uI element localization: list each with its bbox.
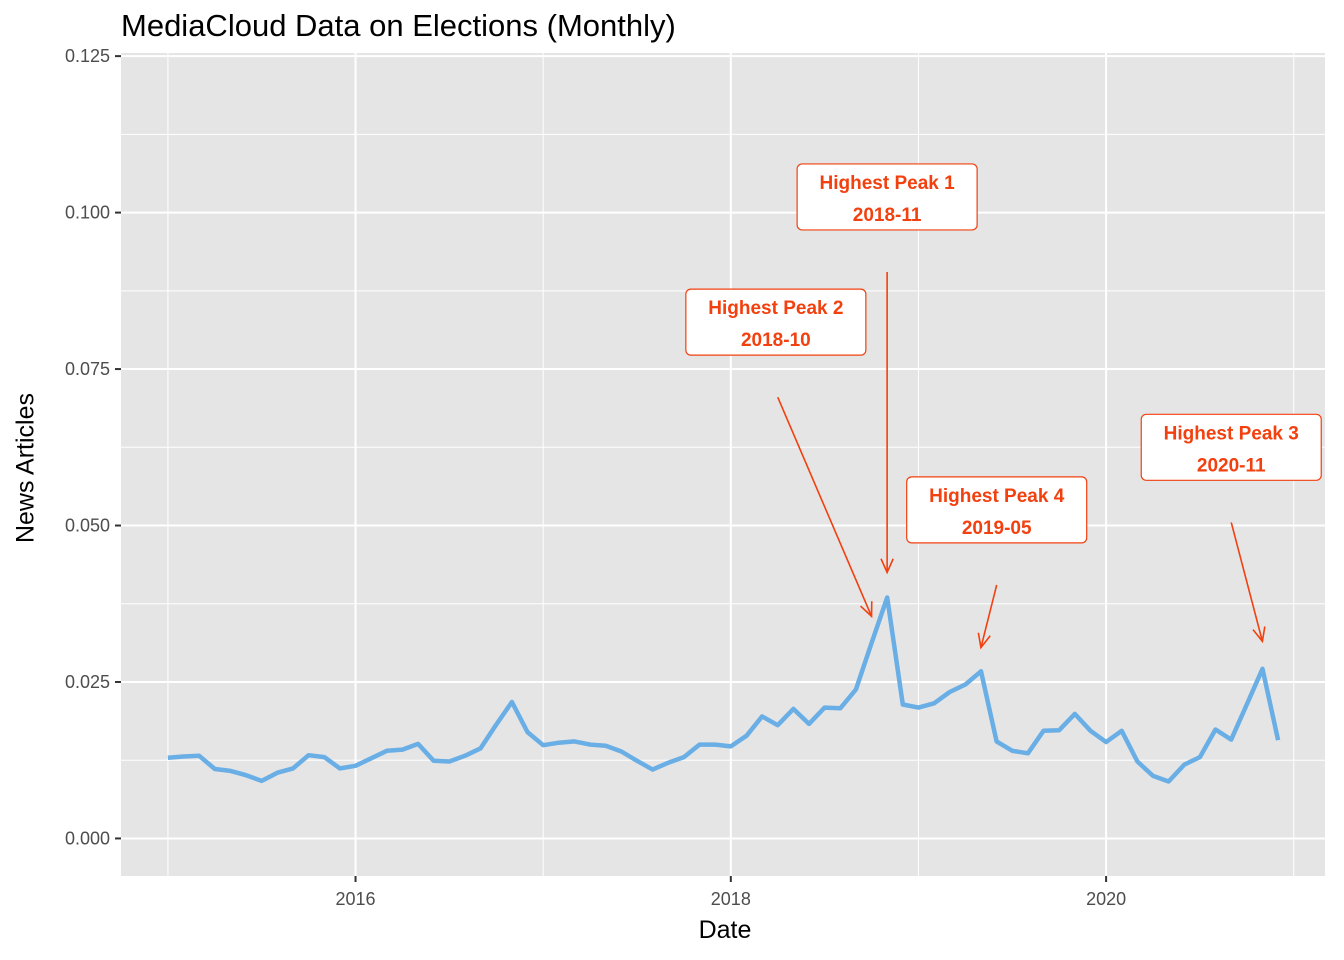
data-point bbox=[244, 773, 248, 777]
annotation-label-date: 2018-11 bbox=[853, 205, 922, 226]
data-point bbox=[369, 756, 373, 760]
data-point bbox=[697, 742, 701, 746]
data-point bbox=[1151, 774, 1155, 778]
data-point bbox=[181, 754, 185, 758]
data-point bbox=[948, 690, 952, 694]
annotation-label-title: Highest Peak 2 bbox=[708, 298, 843, 319]
data-point bbox=[1057, 728, 1061, 732]
data-point bbox=[525, 730, 529, 734]
data-point bbox=[1073, 712, 1077, 716]
annotation-label-title: Highest Peak 1 bbox=[820, 173, 956, 194]
data-point bbox=[1026, 751, 1030, 755]
data-point bbox=[494, 722, 498, 726]
data-point bbox=[744, 734, 748, 738]
data-point bbox=[478, 746, 482, 750]
data-point bbox=[854, 687, 858, 691]
data-point bbox=[916, 705, 920, 709]
data-point bbox=[1041, 729, 1045, 733]
data-point bbox=[1260, 667, 1264, 671]
data-point bbox=[807, 722, 811, 726]
annotation-label-date: 2018-10 bbox=[741, 330, 811, 351]
x-tick-label: 2018 bbox=[711, 889, 751, 909]
data-point bbox=[400, 747, 404, 751]
annotation-label-date: 2020-11 bbox=[1197, 455, 1266, 476]
data-point bbox=[869, 641, 873, 645]
data-point bbox=[291, 766, 295, 770]
data-point bbox=[463, 754, 467, 758]
data-point bbox=[1229, 737, 1233, 741]
data-point bbox=[572, 739, 576, 743]
annotation-label-title: Highest Peak 3 bbox=[1164, 423, 1299, 444]
data-point bbox=[322, 755, 326, 759]
data-point bbox=[776, 723, 780, 727]
data-point bbox=[994, 739, 998, 743]
data-point bbox=[932, 701, 936, 705]
data-point bbox=[713, 742, 717, 746]
data-point bbox=[416, 742, 420, 746]
data-point bbox=[619, 749, 623, 753]
data-point bbox=[1088, 729, 1092, 733]
data-point bbox=[432, 759, 436, 763]
data-point bbox=[541, 743, 545, 747]
data-point bbox=[885, 595, 889, 599]
annotation-label-date: 2019-05 bbox=[962, 518, 1032, 539]
data-point bbox=[666, 761, 670, 765]
data-point bbox=[1135, 759, 1139, 763]
data-point bbox=[729, 744, 733, 748]
y-tick-label: 0.025 bbox=[65, 672, 110, 692]
data-point bbox=[1182, 762, 1186, 766]
data-point bbox=[1245, 702, 1249, 706]
data-point bbox=[353, 764, 357, 768]
x-tick-label: 2020 bbox=[1086, 889, 1126, 909]
y-tick-label: 0.100 bbox=[65, 203, 110, 223]
data-point bbox=[213, 767, 217, 771]
data-point bbox=[1213, 727, 1217, 731]
data-point bbox=[822, 705, 826, 709]
annotation-label-title: Highest Peak 4 bbox=[929, 486, 1065, 507]
data-point bbox=[682, 755, 686, 759]
data-point bbox=[557, 740, 561, 744]
data-point bbox=[838, 706, 842, 710]
data-point bbox=[306, 753, 310, 757]
y-tick-label: 0.125 bbox=[65, 46, 110, 66]
data-point bbox=[760, 714, 764, 718]
data-point bbox=[650, 767, 654, 771]
y-tick-label: 0.050 bbox=[65, 516, 110, 536]
data-point bbox=[901, 702, 905, 706]
x-tick-label: 2016 bbox=[336, 889, 376, 909]
data-point bbox=[604, 744, 608, 748]
y-tick-label: 0.075 bbox=[65, 359, 110, 379]
data-point bbox=[260, 779, 264, 783]
data-point bbox=[447, 759, 451, 763]
data-point bbox=[510, 700, 514, 704]
data-point bbox=[166, 756, 170, 760]
data-point bbox=[197, 754, 201, 758]
data-point bbox=[1120, 729, 1124, 733]
data-point bbox=[1198, 755, 1202, 759]
data-point bbox=[1010, 749, 1014, 753]
data-point bbox=[275, 771, 279, 775]
data-point bbox=[1276, 738, 1280, 742]
data-point bbox=[338, 766, 342, 770]
data-point bbox=[228, 769, 232, 773]
data-point bbox=[1104, 740, 1108, 744]
data-point bbox=[385, 749, 389, 753]
y-tick-label: 0.000 bbox=[65, 828, 110, 848]
data-point bbox=[635, 759, 639, 763]
data-point bbox=[791, 707, 795, 711]
data-point bbox=[588, 742, 592, 746]
data-point bbox=[1166, 779, 1170, 783]
data-point bbox=[963, 682, 967, 686]
data-point bbox=[979, 669, 983, 673]
